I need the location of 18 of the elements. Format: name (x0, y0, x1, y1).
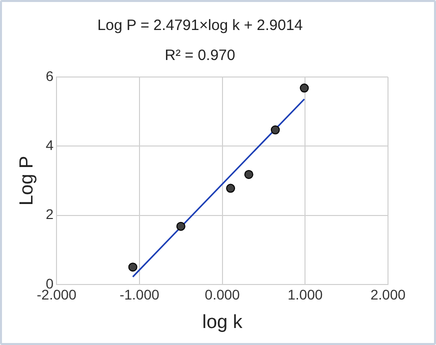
x-tick-label: -1.000 (120, 286, 160, 303)
chart-subtitle: R² = 0.970 (164, 47, 236, 64)
y-tick-label: 0 (46, 275, 54, 292)
chart-title: Log P = 2.4791×log k + 2.9014 (97, 17, 303, 34)
x-tick-label: 2.000 (370, 286, 406, 303)
point (176, 222, 186, 231)
point (300, 84, 309, 93)
y-tick-label: 4 (46, 136, 54, 153)
point (244, 170, 254, 179)
y-tick-label: 6 (46, 68, 54, 84)
point (226, 184, 236, 193)
x-tick-label: 0.000 (204, 286, 240, 303)
x-tick-label: 1.000 (288, 286, 323, 303)
point (270, 125, 280, 134)
x-axis-title: log k (202, 312, 243, 333)
point (128, 262, 138, 272)
y-axis-title: Log P (16, 156, 38, 206)
y-tick-label: 2 (46, 206, 54, 222)
